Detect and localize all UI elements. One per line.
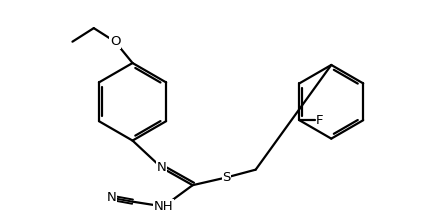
Text: NH: NH [153,200,173,213]
Text: N: N [156,161,166,174]
Text: O: O [109,35,120,48]
Text: N: N [106,191,116,204]
Text: S: S [222,171,230,184]
Text: F: F [315,114,322,127]
